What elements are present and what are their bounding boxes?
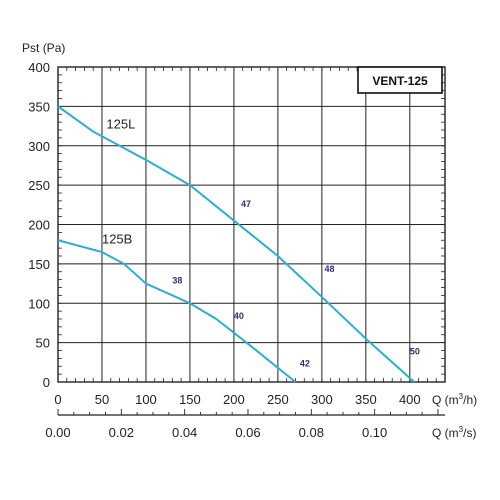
y-tick-label: 100 bbox=[28, 296, 50, 311]
y-tick-label: 150 bbox=[28, 257, 50, 272]
point-label-42: 42 bbox=[300, 358, 310, 368]
curve-125L bbox=[57, 105, 415, 383]
curve-125B bbox=[57, 239, 297, 383]
x-tick-label-m3s: 0.08 bbox=[299, 425, 324, 440]
plot-border bbox=[57, 66, 446, 383]
y-tick-label: 250 bbox=[28, 178, 50, 193]
grid bbox=[57, 66, 446, 416]
y-tick-label: 50 bbox=[36, 336, 50, 351]
x-tick-label-m3s: 0.06 bbox=[235, 425, 260, 440]
x-tick-label-m3h: 350 bbox=[355, 392, 377, 407]
y-tick-label: 0 bbox=[43, 375, 50, 390]
point-label-38: 38 bbox=[172, 276, 182, 286]
series-label-125B: 125B bbox=[102, 231, 132, 246]
point-label-47: 47 bbox=[241, 199, 251, 209]
y-tick-label: 200 bbox=[28, 218, 50, 233]
y-tick-label: 350 bbox=[28, 99, 50, 114]
x-tick-label-m3h: 100 bbox=[135, 392, 157, 407]
x-tick-label-m3h: 150 bbox=[179, 392, 201, 407]
y-tick-label: 400 bbox=[28, 60, 50, 75]
x-tick-label-m3h: 250 bbox=[267, 392, 289, 407]
x-tick-label-m3h: 400 bbox=[399, 392, 421, 407]
y-axis-label: Pst (Pa) bbox=[22, 41, 65, 55]
x-tick-label-m3s: 0.04 bbox=[172, 425, 197, 440]
point-label-50: 50 bbox=[410, 346, 420, 356]
x-tick-label-m3s: 0.10 bbox=[362, 425, 387, 440]
x-tick-label-m3h: 50 bbox=[95, 392, 109, 407]
x-tick-label-m3h: 0 bbox=[54, 392, 61, 407]
x-tick-label-m3s: 0.02 bbox=[109, 425, 134, 440]
labels: 0 50 100 150 200 250 300 350 400 0 50 100 150 200 250 3… bbox=[28, 60, 420, 440]
chart-title: VENT-125 bbox=[372, 74, 428, 88]
x-axis-label-m3h: Q (m3/h) bbox=[432, 392, 477, 407]
point-label-40: 40 bbox=[234, 311, 244, 321]
curves bbox=[57, 105, 415, 383]
x-tick-label-m3s: 0.00 bbox=[45, 425, 70, 440]
point-label-48: 48 bbox=[325, 264, 335, 274]
x-axis-label-m3s: Q (m3/s) bbox=[432, 425, 476, 440]
y-tick-label: 300 bbox=[28, 139, 50, 154]
series-label-125L: 125L bbox=[106, 116, 135, 131]
x-tick-label-m3h: 200 bbox=[223, 392, 245, 407]
x-tick-label-m3h: 300 bbox=[311, 392, 333, 407]
title-box bbox=[357, 66, 443, 94]
